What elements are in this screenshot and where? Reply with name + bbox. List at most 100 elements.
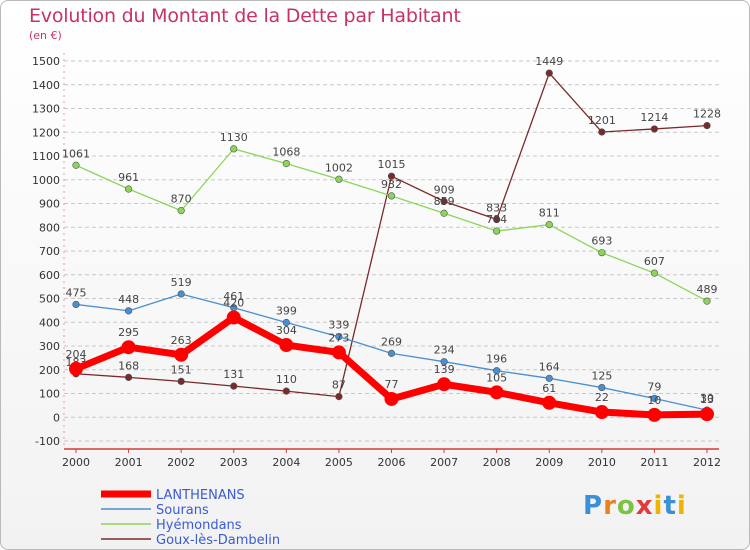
x-tick-label: 2006: [378, 456, 406, 469]
data-point: [700, 407, 714, 422]
data-label: 77: [385, 378, 399, 391]
y-tick-label: 400: [39, 316, 60, 329]
data-label: 263: [171, 334, 192, 347]
data-point: [647, 407, 662, 422]
y-tick-label: 900: [39, 198, 60, 211]
y-tick-label: 700: [39, 245, 60, 258]
data-label: 420: [223, 297, 244, 310]
series-sourans: 475 448 519 461 399 339 269 234 196 164 125 79 30: [66, 276, 714, 414]
data-label: 870: [171, 193, 192, 206]
data-point: [387, 349, 396, 357]
data-point: [282, 387, 290, 395]
y-tick-label: 200: [39, 364, 60, 377]
data-label: 13: [700, 393, 714, 406]
y-tick-label: 1200: [32, 126, 60, 139]
data-point: [440, 358, 448, 366]
x-tick-label: 2005: [325, 456, 353, 469]
y-tick-label: -100: [35, 435, 60, 448]
data-point: [177, 290, 185, 298]
data-point: [493, 367, 501, 375]
y-tick-label: 600: [39, 269, 60, 282]
data-point: [545, 374, 553, 382]
data-point: [72, 300, 80, 309]
data-point: [594, 405, 609, 420]
data-point: [703, 297, 711, 305]
data-label: 1449: [535, 55, 563, 68]
data-label: 151: [171, 363, 192, 376]
data-point: [177, 207, 185, 215]
data-point: [598, 383, 606, 392]
data-label: 273: [328, 331, 349, 344]
data-label: 461: [223, 290, 244, 303]
data-label: 339: [328, 319, 349, 332]
data-label: 30: [700, 392, 714, 405]
data-label: 1201: [588, 114, 616, 127]
data-label: 833: [486, 201, 507, 214]
x-tick-label: 2008: [483, 456, 511, 469]
legend-label: LANTHENANS: [156, 488, 245, 503]
data-point: [124, 307, 133, 315]
x-tick-label: 2004: [272, 456, 300, 469]
data-point: [542, 395, 557, 410]
data-label: 196: [486, 353, 507, 366]
data-label: 61: [542, 382, 556, 395]
data-label: 1068: [272, 146, 300, 159]
data-point: [279, 338, 294, 353]
data-point: [72, 161, 80, 169]
chart-title: Evolution du Montant de la Dette par Hab…: [29, 5, 461, 27]
data-label: 304: [276, 324, 297, 337]
data-label: 164: [539, 360, 560, 373]
x-tick-label: 2009: [535, 456, 563, 469]
data-label: 139: [434, 363, 455, 376]
data-point: [545, 69, 553, 77]
data-label: 1015: [378, 158, 406, 171]
series-goux-l-s-dambelin: 1831681511311108710159098331449120112141…: [66, 55, 721, 401]
data-point: [331, 345, 346, 360]
data-label: 859: [434, 195, 455, 208]
data-label: 1061: [62, 147, 90, 160]
data-point: [69, 361, 83, 376]
data-label: 784: [486, 213, 507, 226]
data-label: 204: [66, 348, 87, 361]
data-label: 295: [118, 326, 139, 339]
data-point: [124, 185, 133, 193]
data-point: [440, 197, 448, 205]
x-tick-label: 2007: [430, 456, 458, 469]
x-tick-label: 2011: [640, 456, 668, 469]
data-point: [545, 221, 553, 229]
series-hy-mondans: 1061 961 870 1130 1068 1002 932 859 784 811 693 607…: [62, 131, 718, 305]
x-tick-label: 2012: [693, 456, 721, 469]
data-label: 22: [595, 391, 609, 404]
y-tick-label: 500: [39, 293, 60, 306]
data-point: [177, 377, 185, 385]
y-tick-label: 300: [39, 340, 60, 353]
y-tick-label: 1100: [32, 150, 60, 163]
data-label: 105: [486, 371, 507, 384]
data-label: 693: [591, 235, 612, 248]
data-label: 475: [66, 286, 87, 299]
data-label: 125: [591, 370, 612, 383]
data-label: 234: [434, 344, 455, 357]
data-point: [650, 394, 659, 403]
data-point: [650, 269, 659, 277]
legend-label: Hyémondans: [156, 518, 242, 533]
x-tick-label: 2000: [62, 456, 90, 469]
proxiti-logo: Proxiti: [583, 491, 687, 521]
data-point: [282, 318, 290, 327]
data-label: 79: [647, 380, 661, 393]
data-point: [598, 249, 606, 257]
data-point: [387, 192, 396, 200]
data-point: [230, 145, 238, 153]
chart-unit-label: (en €): [29, 29, 62, 42]
data-label: 1214: [640, 111, 668, 124]
x-tick-label: 2010: [588, 456, 616, 469]
data-point: [440, 209, 448, 217]
data-point: [493, 227, 501, 235]
y-tick-label: 1400: [32, 79, 60, 92]
y-tick-label: 100: [39, 388, 60, 401]
data-label: 448: [118, 293, 139, 306]
data-point: [489, 385, 504, 400]
legend-label: Sourans: [156, 503, 209, 518]
data-label: 811: [539, 207, 560, 220]
